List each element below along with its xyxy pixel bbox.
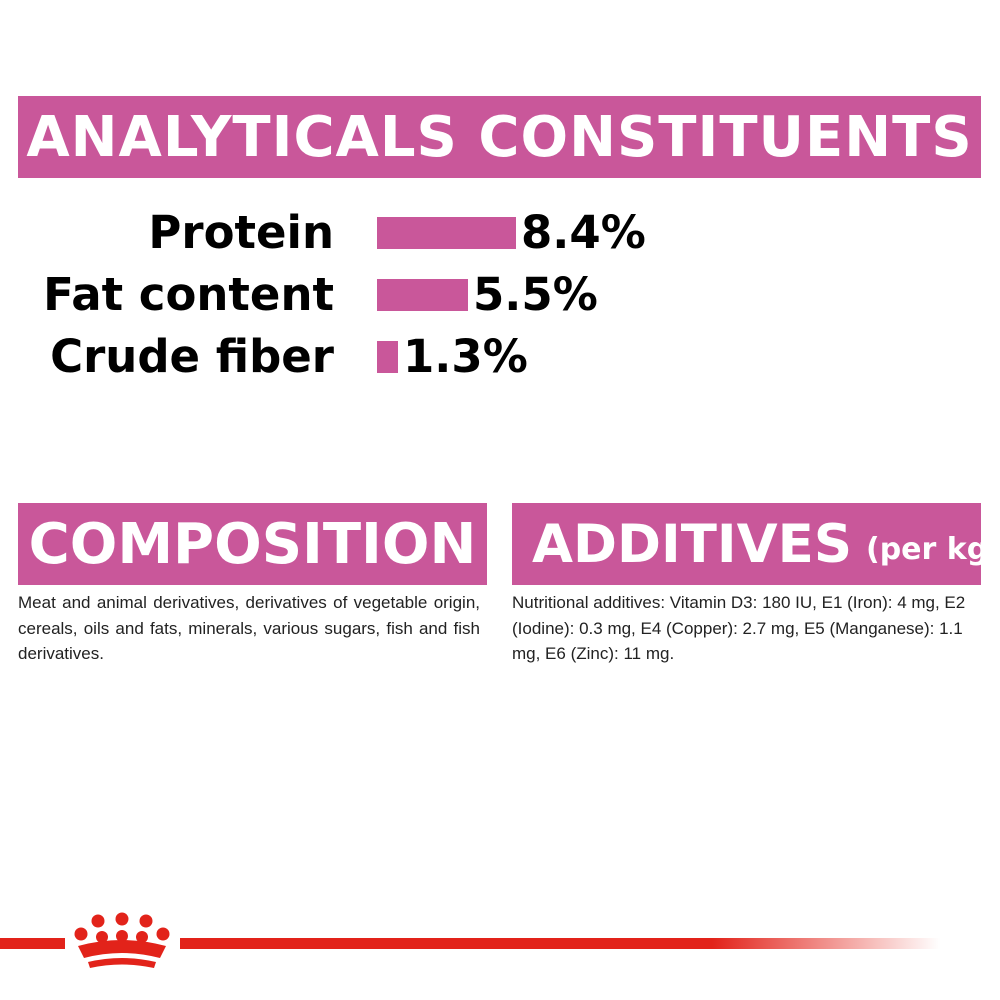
additives-unit: (per kg) (866, 531, 1000, 567)
additives-text: Nutritional additives: Vitamin D3: 180 I… (512, 593, 966, 663)
composition-text: Meat and animal derivatives, derivatives… (18, 593, 480, 663)
constituent-bar (377, 341, 398, 373)
constituent-bar (377, 217, 516, 249)
constituent-label: Protein (148, 206, 334, 259)
constituent-label: Crude fiber (50, 330, 334, 383)
analyticals-title: ANALYTICALS CONSTITUENTS (26, 104, 973, 170)
constituent-row-protein: Protein 8.4% (0, 205, 800, 261)
analyticals-banner: ANALYTICALS CONSTITUENTS (18, 96, 981, 178)
constituent-row-fat: Fat content 5.5% (0, 267, 800, 323)
constituent-bar (377, 279, 468, 311)
composition-title: COMPOSITION (28, 511, 477, 577)
composition-banner: COMPOSITION (18, 503, 487, 585)
constituent-value: 1.3% (403, 330, 528, 383)
constituent-label: Fat content (43, 268, 334, 321)
constituent-value: 8.4% (521, 206, 646, 259)
crown-icon (74, 912, 170, 968)
constituent-value: 5.5% (473, 268, 598, 321)
footer-line-right (180, 938, 940, 949)
additives-title: ADDITIVES (532, 513, 852, 575)
additives-banner: ADDITIVES (per kg) (512, 503, 1000, 585)
constituent-row-fiber: Crude fiber 1.3% (0, 329, 800, 385)
footer-line-left (0, 938, 65, 949)
